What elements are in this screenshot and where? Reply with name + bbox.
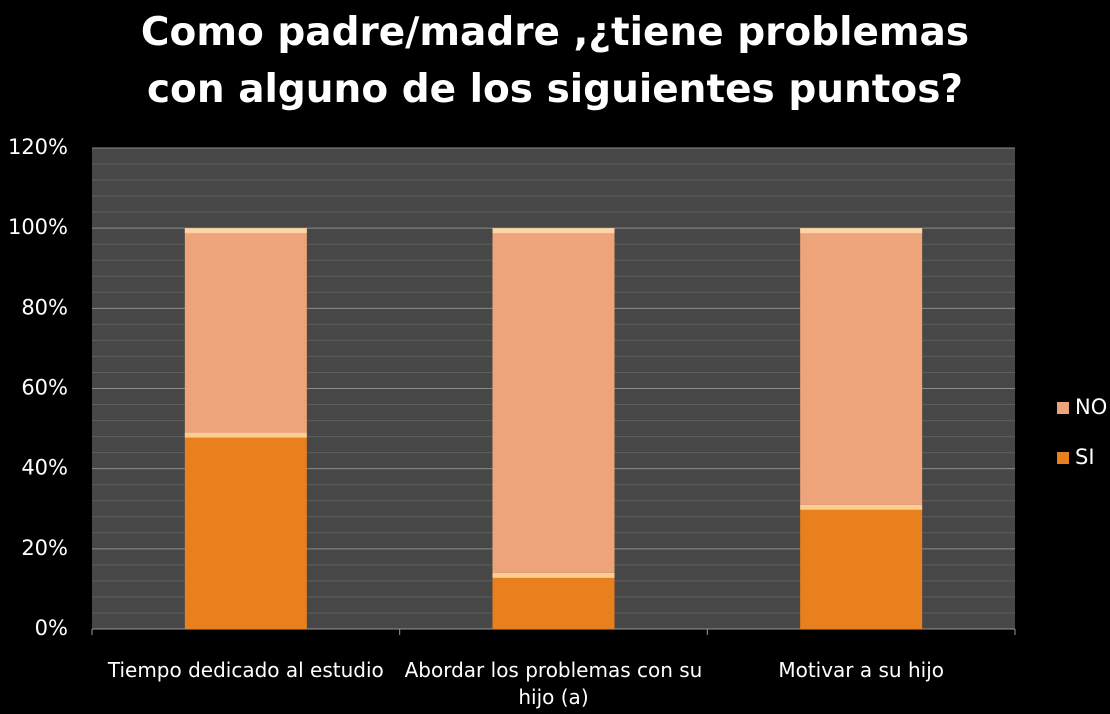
legend-swatch bbox=[1057, 452, 1069, 464]
bar-cap bbox=[492, 572, 615, 578]
x-tick-label: Motivar a su hijo bbox=[778, 658, 944, 682]
x-tick-label: Tiempo dedicado al estudio bbox=[107, 658, 384, 682]
chart-title: Como padre/madre ,¿tiene problemas con a… bbox=[140, 10, 970, 112]
legend-swatch bbox=[1057, 402, 1069, 414]
bar-cap bbox=[800, 504, 923, 510]
y-tick-label: 60% bbox=[21, 376, 68, 400]
y-tick-label: 40% bbox=[21, 456, 68, 480]
bar-segment bbox=[184, 228, 307, 433]
legend-label: SI bbox=[1075, 445, 1095, 469]
bar-segment bbox=[800, 504, 923, 629]
bar-segment bbox=[800, 228, 923, 505]
legend-label: NO bbox=[1075, 395, 1107, 419]
bar-cap bbox=[492, 228, 615, 234]
bar-cap bbox=[184, 228, 307, 234]
bar-cap bbox=[800, 228, 923, 234]
y-tick-label: 0% bbox=[35, 616, 68, 640]
bar-cap bbox=[184, 432, 307, 438]
x-tick-label: Abordar los problemas con su hijo (a) bbox=[404, 658, 703, 709]
bar-segment bbox=[492, 572, 615, 629]
bar-segment bbox=[492, 228, 615, 573]
y-tick-label: 100% bbox=[8, 215, 68, 239]
y-tick-label: 20% bbox=[21, 536, 68, 560]
bar-segment bbox=[184, 432, 307, 629]
y-tick-label: 80% bbox=[21, 295, 68, 319]
y-tick-label: 120% bbox=[8, 135, 68, 159]
